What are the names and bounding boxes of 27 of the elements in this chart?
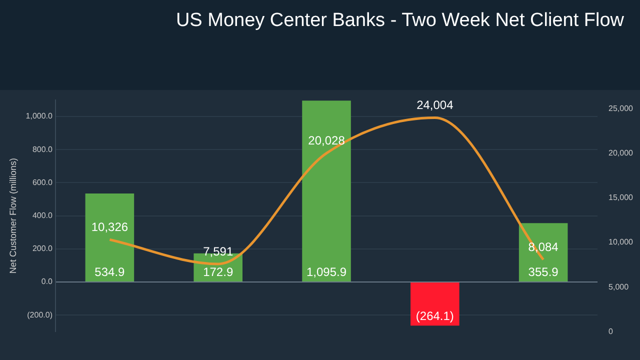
data-label: 20,028	[308, 134, 346, 148]
y-tick-label: 200.0	[32, 244, 54, 254]
y-tick-label: (200.0)	[27, 310, 53, 320]
data-label: 534.9	[94, 264, 126, 279]
data-label: 10,326	[91, 220, 128, 234]
data-label: 1,095.9	[306, 264, 347, 279]
bar	[302, 100, 351, 282]
y-tick-label: 1,000.0	[26, 112, 54, 121]
y2-tick-label: 15,000	[608, 193, 634, 202]
y-tick-label: 600.0	[32, 178, 54, 187]
bar	[410, 282, 460, 326]
bar	[85, 193, 134, 282]
data-label: 172.9	[203, 264, 234, 279]
y-tick-label: 400.0	[32, 211, 54, 220]
y-tick-label: 800.0	[32, 144, 54, 154]
y-axis-title: Net Customer Flow (millions)	[8, 158, 18, 274]
data-label: 24,004	[416, 98, 454, 112]
y2-tick-label: 0	[608, 326, 614, 336]
chart-title: US Money Center Banks - Two Week Net Client Flow	[174, 10, 626, 32]
y2-tick-label: 20,000	[608, 148, 634, 158]
data-label: 7,591	[203, 244, 234, 258]
y2-tick-label: 10,000	[608, 238, 634, 247]
data-label: 355.9	[528, 264, 559, 279]
y2-tick-label: 5,000	[608, 282, 630, 292]
y-tick-label: 0.0	[41, 277, 54, 286]
y2-tick-label: 25,000	[608, 104, 634, 114]
data-label: (264.1)	[416, 308, 454, 323]
